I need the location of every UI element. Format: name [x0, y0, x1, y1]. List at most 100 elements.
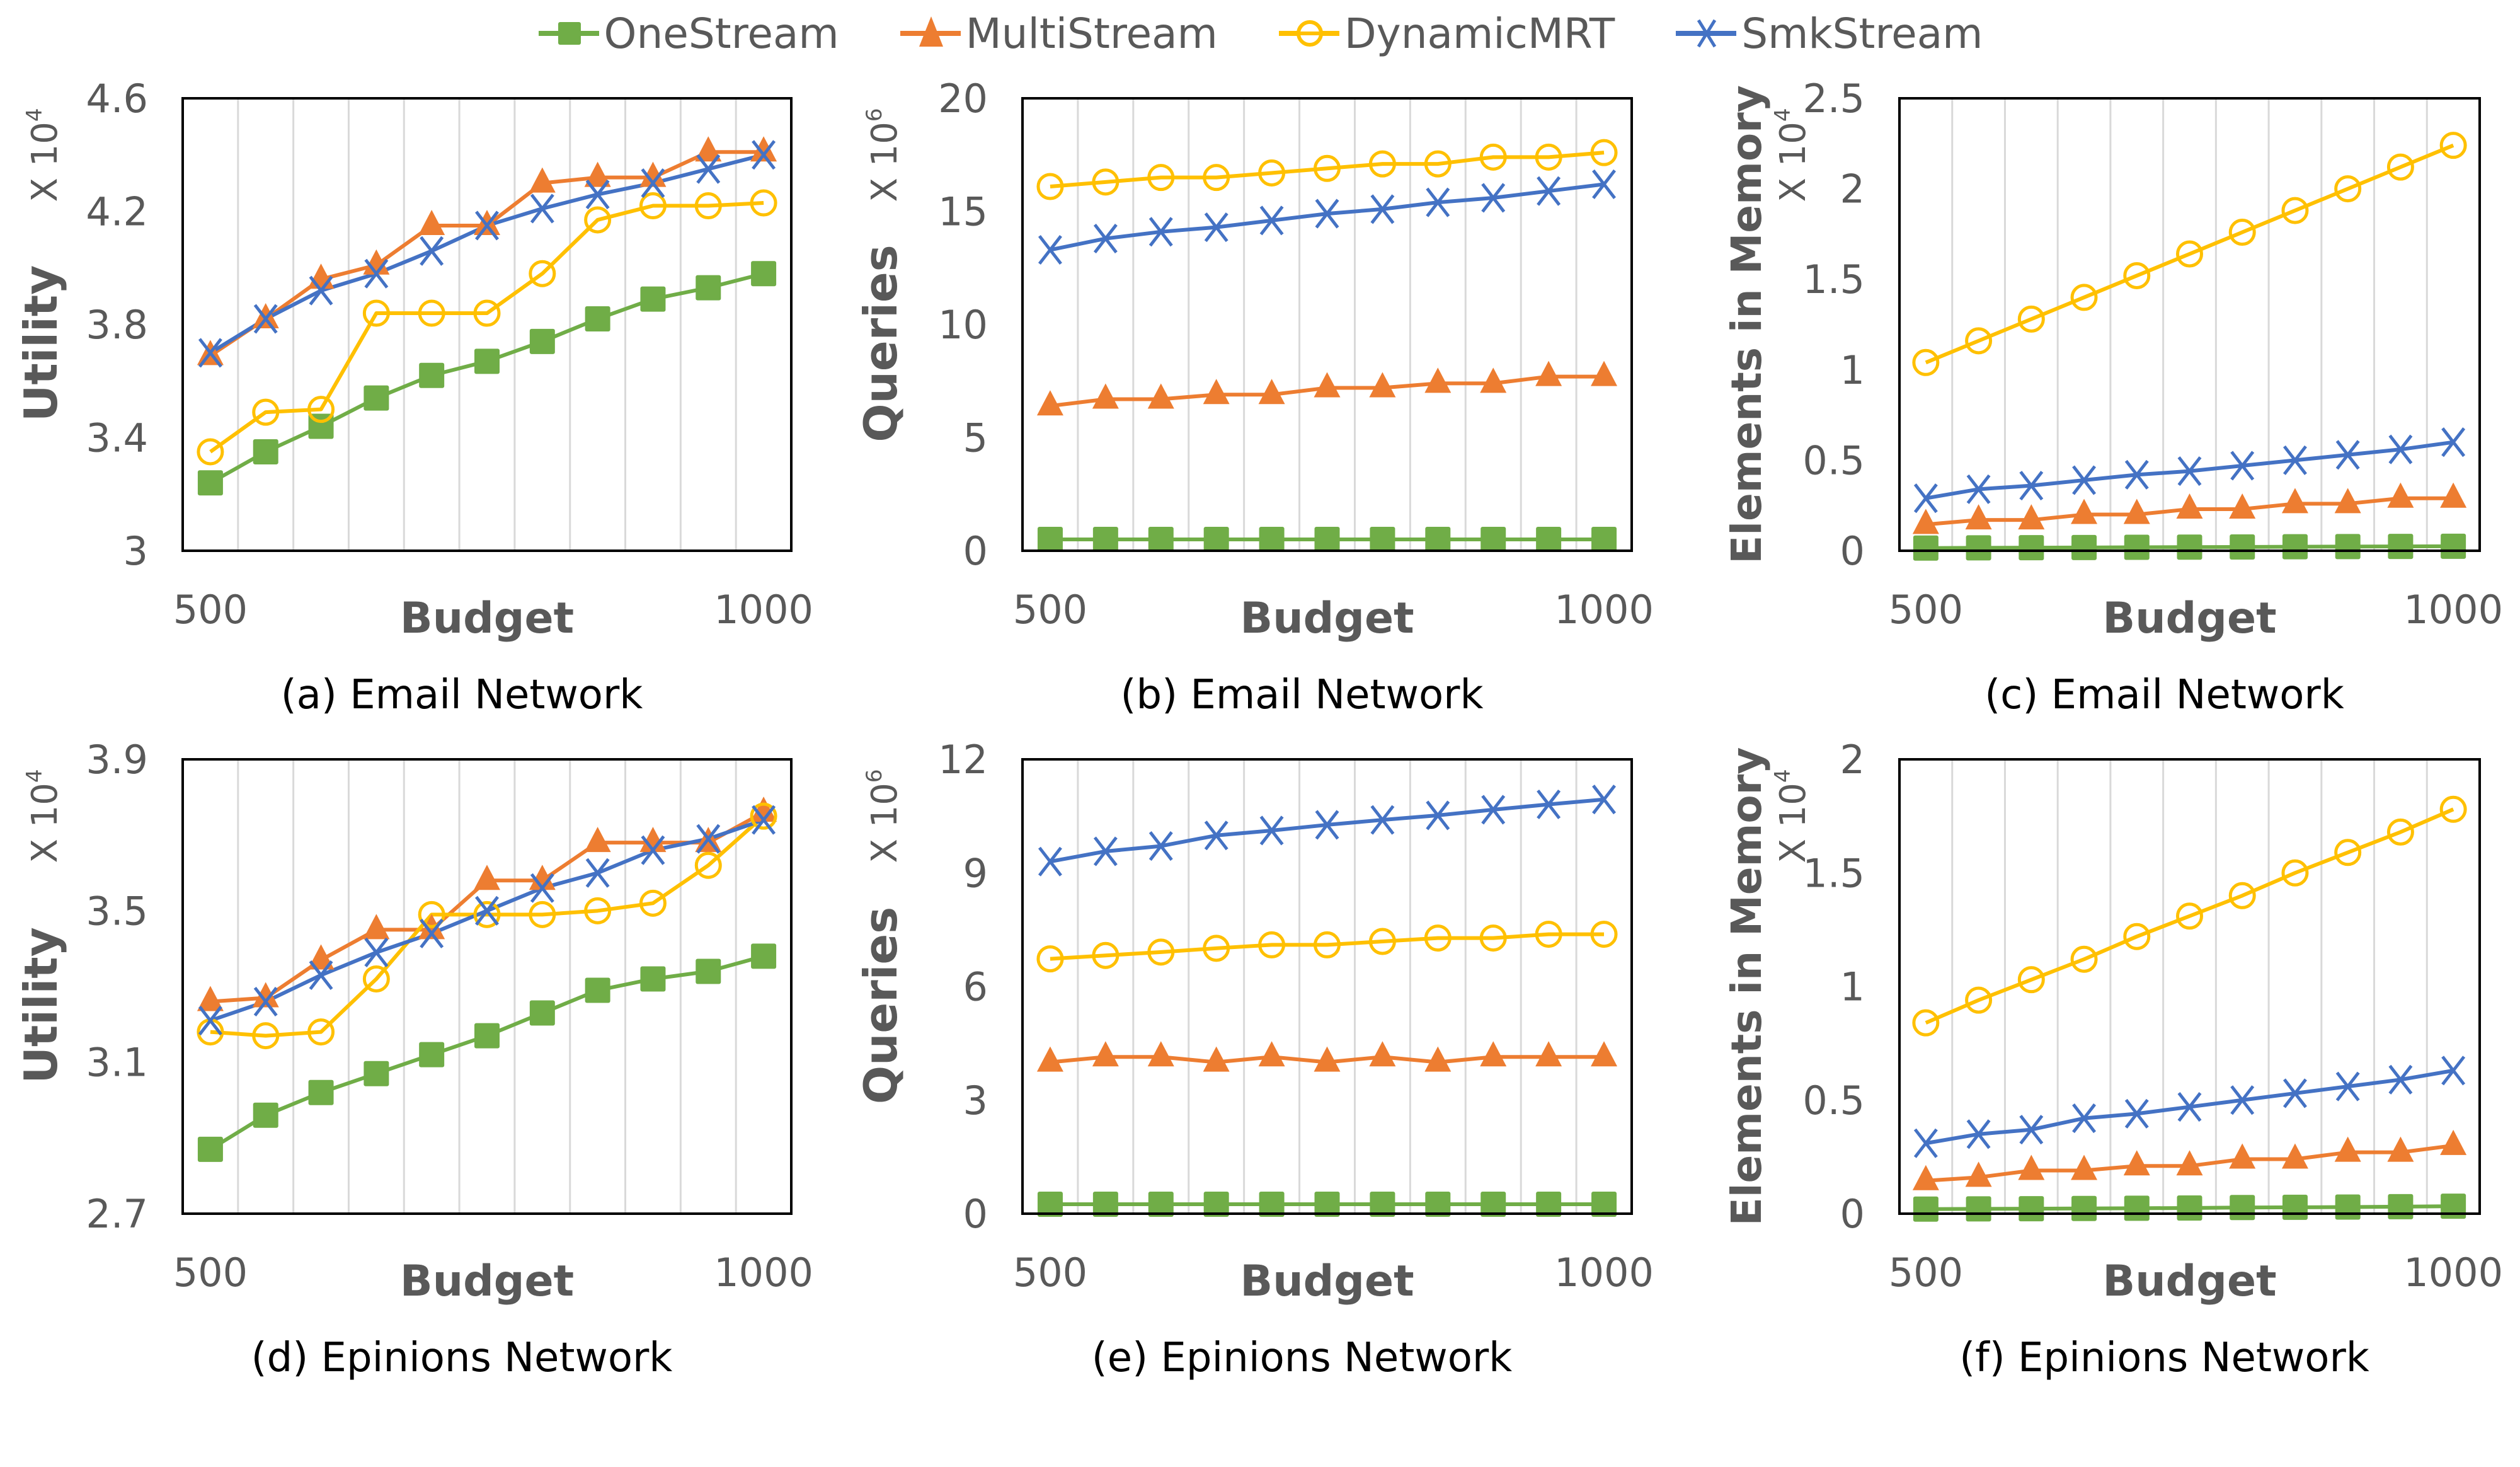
- data-point: [474, 1023, 500, 1049]
- data-point: [1315, 198, 1339, 229]
- data-point: [2017, 966, 2045, 994]
- data-point: [1036, 390, 1063, 416]
- x-stroke: [1913, 483, 1938, 514]
- data-point: [1370, 805, 1395, 835]
- data-point: [252, 982, 279, 1008]
- data-point: [752, 805, 776, 835]
- y-axis-title: Elements in Memory: [1722, 747, 1771, 1226]
- data-point: [1592, 169, 1617, 199]
- series-markers-dynamicmrt: [197, 802, 777, 1050]
- data-point: [1424, 150, 1452, 178]
- data-point: [1913, 483, 1938, 514]
- data-point: [2335, 1194, 2361, 1220]
- y-tick-label: 6: [963, 964, 988, 1010]
- x-stroke: [2124, 459, 2149, 490]
- y-tick-label: 9: [963, 850, 988, 896]
- data-point: [2335, 1071, 2360, 1102]
- data-point: [2281, 488, 2308, 514]
- data-point: [1147, 164, 1175, 192]
- legend-item-onestream: OneStream: [537, 9, 839, 58]
- data-point: [418, 209, 445, 235]
- data-point: [1259, 1191, 1285, 1217]
- data-point: [1093, 224, 1118, 254]
- x-stroke: [364, 937, 389, 967]
- chart-f: 0 0.5 1 1.5 2 500 1000 Budget Elements in Memory…: [1722, 737, 2503, 1381]
- multiplier-exponent: 6: [862, 108, 887, 122]
- data-point: [1536, 527, 1562, 553]
- data-point: [1314, 372, 1341, 398]
- data-point: [1913, 1128, 1938, 1158]
- y-axis-multiplier: X 104: [1770, 108, 1814, 202]
- data-point: [1148, 831, 1173, 861]
- y-tick-label: 20: [938, 76, 988, 122]
- data-point: [584, 161, 611, 187]
- data-point: [1204, 820, 1228, 851]
- x-stroke: [2177, 1092, 2202, 1122]
- x-stroke: [2335, 1071, 2360, 1102]
- x-axis-title: Budget: [2102, 1257, 2276, 1306]
- chart-d: 2.7 3.1 3.5 3.9 500 1000 Budget Utility X 104 (d)…: [14, 737, 813, 1381]
- data-point: [197, 1136, 223, 1162]
- data-point: [584, 897, 612, 924]
- data-point: [1092, 527, 1118, 553]
- data-point: [2123, 1150, 2150, 1176]
- data-point: [473, 299, 501, 327]
- data-point: [751, 943, 777, 969]
- data-point: [2440, 1129, 2467, 1155]
- data-point: [309, 275, 333, 306]
- data-point: [1426, 800, 1450, 831]
- data-point: [1913, 535, 1939, 561]
- data-point: [639, 889, 667, 917]
- data-point: [751, 261, 777, 287]
- data-point: [2176, 902, 2203, 930]
- x-axis-title: Budget: [2102, 594, 2276, 643]
- series-markers-dynamicmrt: [197, 189, 777, 466]
- data-point: [418, 299, 445, 327]
- data-point: [2177, 1092, 2202, 1122]
- circle-marker-icon: [1278, 20, 1339, 47]
- data-point: [197, 438, 224, 466]
- x-stroke: [2072, 465, 2097, 495]
- data-point: [2071, 1154, 2098, 1180]
- data-point: [2177, 534, 2202, 560]
- data-point: [584, 827, 611, 853]
- data-point: [364, 937, 389, 967]
- data-point: [2388, 1194, 2414, 1219]
- data-point: [1481, 795, 1506, 825]
- data-point: [2176, 240, 2203, 268]
- data-point: [1368, 928, 1396, 955]
- series-markers-smkstream: [198, 805, 776, 1036]
- data-point: [1479, 924, 1507, 952]
- y-tick-label: 0.5: [1802, 437, 1865, 483]
- series-markers-onestream: [1037, 527, 1617, 553]
- y-tick-label: 2: [1840, 737, 1865, 783]
- x-stroke: [1315, 198, 1339, 229]
- data-point: [695, 136, 722, 162]
- data-point: [252, 1022, 280, 1050]
- data-point: [2441, 1056, 2466, 1086]
- data-point: [307, 1018, 335, 1046]
- series-line-dynamicmrt: [1925, 807, 2454, 1025]
- x-stroke: [420, 236, 444, 266]
- plot-border: [181, 97, 793, 552]
- data-point: [1093, 836, 1118, 866]
- data-point: [1314, 1191, 1340, 1217]
- data-point: [1038, 846, 1062, 877]
- data-point: [2019, 1196, 2044, 1222]
- y-axis-multiplier: X 104: [22, 108, 66, 202]
- data-point: [529, 1000, 555, 1026]
- multiplier-exponent: 4: [22, 108, 47, 122]
- data-point: [1203, 527, 1229, 553]
- chart-b: 0 5 10 15 20 500 1000 Budget Queries X 106 (b) Ema…: [854, 76, 1654, 718]
- data-point: [1591, 1191, 1617, 1217]
- data-point: [2124, 1195, 2150, 1221]
- data-point: [1092, 1041, 1119, 1067]
- data-point: [1965, 986, 1993, 1014]
- data-point: [2228, 882, 2256, 909]
- data-point: [2123, 923, 2151, 950]
- y-tick-label: 0: [1840, 1191, 1865, 1237]
- legend-item-smkstream: SmkStream: [1675, 9, 1983, 58]
- data-point: [1148, 217, 1173, 247]
- legend-label: MultiStream: [965, 9, 1218, 58]
- chart-caption: (e) Epinions Network: [1092, 1335, 1512, 1381]
